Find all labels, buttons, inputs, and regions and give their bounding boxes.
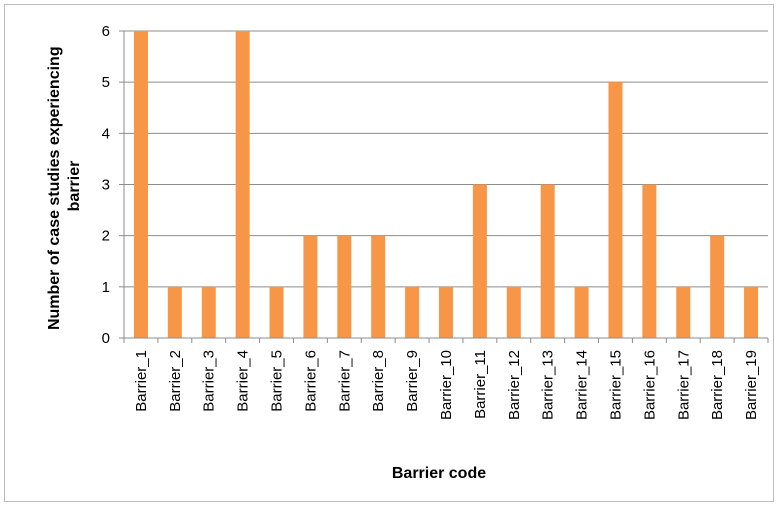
x-tick-label: Barrier_6 [302, 350, 319, 412]
bar [574, 286, 589, 338]
bar [744, 286, 759, 338]
bar [439, 286, 453, 338]
y-tick-labels: 0 1 2 3 4 5 6 [102, 23, 124, 347]
bar [540, 184, 555, 338]
x-tick-label: Barrier_7 [336, 350, 353, 412]
x-tick-label: Barrier_5 [269, 350, 286, 412]
x-tick-label: Barrier_4 [235, 350, 252, 412]
y-tick-label: 5 [102, 74, 110, 91]
bar [133, 31, 148, 338]
x-tick-labels: Barrier_1 Barrier_2 Barrier_3 Barrier_4 Barr… [123, 338, 769, 420]
bar [235, 31, 250, 338]
y-tick-label: 2 [102, 228, 110, 245]
x-tick-label: Barrier_10 [438, 350, 455, 420]
bars [133, 31, 759, 339]
bar [167, 286, 182, 338]
x-tick-label: Barrier_9 [404, 350, 421, 412]
bar [642, 184, 657, 338]
bar [269, 286, 284, 338]
x-tick-label: Barrier_13 [540, 350, 557, 420]
y-axis-title: Number of case studies experiencing barr… [46, 42, 83, 330]
bar [405, 286, 420, 338]
x-tick-label: Barrier_18 [709, 350, 726, 420]
gridlines [124, 30, 768, 288]
x-tick-label: Barrier_12 [506, 350, 523, 420]
bar [608, 82, 623, 339]
y-tick-label: 6 [102, 23, 110, 40]
x-tick-label: Barrier_2 [167, 350, 184, 412]
x-tick-label: Barrier_16 [641, 350, 658, 420]
y-tick-label: 4 [102, 125, 110, 142]
x-tick-label: Barrier_3 [201, 350, 218, 412]
y-tick-label: 0 [102, 330, 110, 347]
x-tick-label: Barrier_8 [370, 350, 387, 412]
y-axis-title-line-1: Number of case studies experiencing [46, 46, 63, 330]
x-tick-label: Barrier_17 [675, 350, 692, 420]
bar [201, 286, 216, 338]
y-tick-label: 3 [102, 177, 110, 194]
bar [303, 235, 318, 338]
x-tick-label: Barrier_19 [743, 350, 760, 420]
y-tick-label: 1 [102, 279, 110, 296]
bar [710, 235, 725, 338]
bar [676, 286, 691, 338]
y-axis-title-line-2: barrier [66, 161, 83, 212]
x-tick-label: Barrier_14 [574, 350, 591, 420]
bar [337, 235, 352, 338]
x-tick-label: Barrier_1 [133, 350, 150, 412]
x-tick-label: Barrier_11 [472, 350, 489, 419]
bar [371, 235, 386, 338]
x-axis-title: Barrier code [392, 465, 486, 482]
x-tick-label: Barrier_15 [607, 350, 624, 420]
bar [472, 184, 487, 338]
bar [506, 286, 521, 338]
